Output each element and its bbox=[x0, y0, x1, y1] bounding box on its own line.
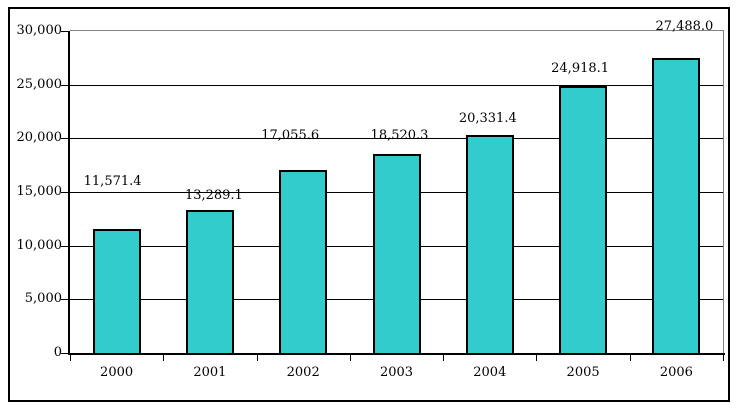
bar-value-label: 20,331.4 bbox=[458, 111, 517, 126]
x-axis-category-label: 2001 bbox=[193, 365, 227, 380]
bar-value-label: 17,055.6 bbox=[261, 128, 320, 143]
y-axis-tick bbox=[61, 353, 69, 354]
x-axis-tick bbox=[723, 355, 724, 361]
y-axis-line bbox=[68, 31, 70, 355]
bar-value-label: 11,571.4 bbox=[83, 174, 142, 189]
y-axis-tick-label: 20,000 bbox=[16, 130, 63, 146]
y-axis-tick-label: 10,000 bbox=[16, 237, 63, 253]
x-axis-category-label: 2006 bbox=[659, 365, 693, 380]
x-axis-tick bbox=[629, 355, 631, 361]
x-axis-tick bbox=[443, 355, 445, 361]
x-axis-category-label: 2002 bbox=[286, 365, 320, 380]
x-axis-tick bbox=[536, 355, 538, 361]
y-axis-tick-label: 0 bbox=[53, 345, 62, 360]
y-axis-tick bbox=[61, 192, 69, 193]
bar-value-label: 18,520.3 bbox=[370, 128, 429, 143]
y-axis-tick bbox=[61, 84, 69, 86]
gridline bbox=[70, 84, 723, 86]
bar-2002 bbox=[279, 169, 328, 353]
x-axis-category-label: 2004 bbox=[473, 365, 507, 380]
gridline bbox=[70, 138, 723, 140]
plot-border-right bbox=[723, 30, 724, 360]
bar-2003 bbox=[372, 154, 421, 353]
y-axis-tick bbox=[61, 31, 69, 32]
x-axis-tick bbox=[349, 355, 351, 361]
bar-2006 bbox=[652, 58, 701, 353]
bar-value-label: 24,918.1 bbox=[551, 61, 610, 76]
x-axis-line bbox=[68, 353, 725, 355]
x-axis-category-label: 2003 bbox=[379, 365, 414, 380]
x-axis-tick bbox=[70, 355, 71, 361]
bar-2001 bbox=[185, 210, 234, 353]
bar-2000 bbox=[92, 228, 141, 353]
x-axis-tick bbox=[256, 355, 258, 361]
y-axis-tick-label: 5,000 bbox=[24, 291, 62, 307]
y-axis-tick bbox=[61, 138, 69, 140]
x-axis-category-label: 2005 bbox=[566, 365, 600, 380]
bar-2005 bbox=[559, 85, 608, 353]
y-axis-tick bbox=[61, 245, 69, 247]
y-axis-tick-label: 25,000 bbox=[16, 76, 63, 92]
bar-value-label: 27,488.0 bbox=[655, 19, 714, 34]
x-axis-category-label: 2000 bbox=[100, 365, 134, 380]
bar-2004 bbox=[465, 134, 514, 353]
x-axis-tick bbox=[163, 355, 165, 361]
plot-border-top bbox=[70, 30, 724, 31]
y-axis-tick-label: 30,000 bbox=[16, 23, 63, 38]
y-axis-tick bbox=[61, 299, 69, 301]
bar-value-label: 13,289.1 bbox=[184, 188, 243, 203]
y-axis-tick-label: 15,000 bbox=[16, 184, 63, 199]
plot-area bbox=[70, 31, 723, 353]
